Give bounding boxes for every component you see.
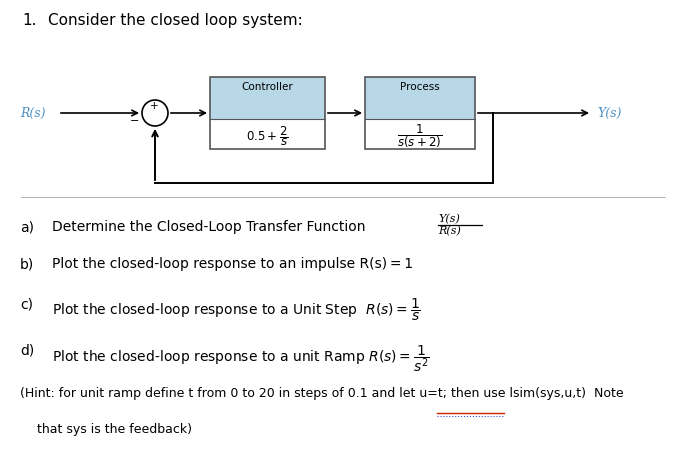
Text: Y(s): Y(s) xyxy=(438,214,460,224)
Text: $0.5 + \dfrac{2}{s}$: $0.5 + \dfrac{2}{s}$ xyxy=(246,124,289,148)
Text: R(s): R(s) xyxy=(20,106,45,120)
Text: c): c) xyxy=(20,297,33,311)
Text: (Hint: for unit ramp define t from 0 to 20 in steps of 0.1 and let u=t; then use: (Hint: for unit ramp define t from 0 to … xyxy=(20,387,624,400)
Text: Determine the Closed-Loop Transfer Function: Determine the Closed-Loop Transfer Funct… xyxy=(52,220,368,234)
Text: Process: Process xyxy=(400,82,440,92)
Text: −: − xyxy=(130,116,139,126)
Bar xyxy=(365,77,475,119)
Text: Plot the closed-loop response to a unit Ramp $R(s) = \dfrac{1}{s^2}$: Plot the closed-loop response to a unit … xyxy=(52,343,429,374)
Text: +: + xyxy=(150,101,158,111)
Text: a): a) xyxy=(20,220,34,234)
Text: Consider the closed loop system:: Consider the closed loop system: xyxy=(48,13,303,28)
Text: Controller: Controller xyxy=(241,82,294,92)
Bar xyxy=(210,77,325,119)
Text: that sys is the feedback): that sys is the feedback) xyxy=(37,423,192,436)
Text: Y(s): Y(s) xyxy=(597,106,622,120)
Bar xyxy=(210,77,325,149)
Text: R(s): R(s) xyxy=(438,226,461,237)
Bar xyxy=(365,77,475,149)
Text: b): b) xyxy=(20,257,34,271)
Text: $\dfrac{1}{s(s+2)}$: $\dfrac{1}{s(s+2)}$ xyxy=(397,122,442,150)
Text: 1.: 1. xyxy=(22,13,36,28)
Text: Plot the closed-loop response to an impulse R(s) = 1: Plot the closed-loop response to an impu… xyxy=(52,257,413,271)
Text: d): d) xyxy=(20,343,34,357)
Text: Plot the closed-loop response to a Unit Step  $R(s) = \dfrac{1}{s}$: Plot the closed-loop response to a Unit … xyxy=(52,297,421,323)
